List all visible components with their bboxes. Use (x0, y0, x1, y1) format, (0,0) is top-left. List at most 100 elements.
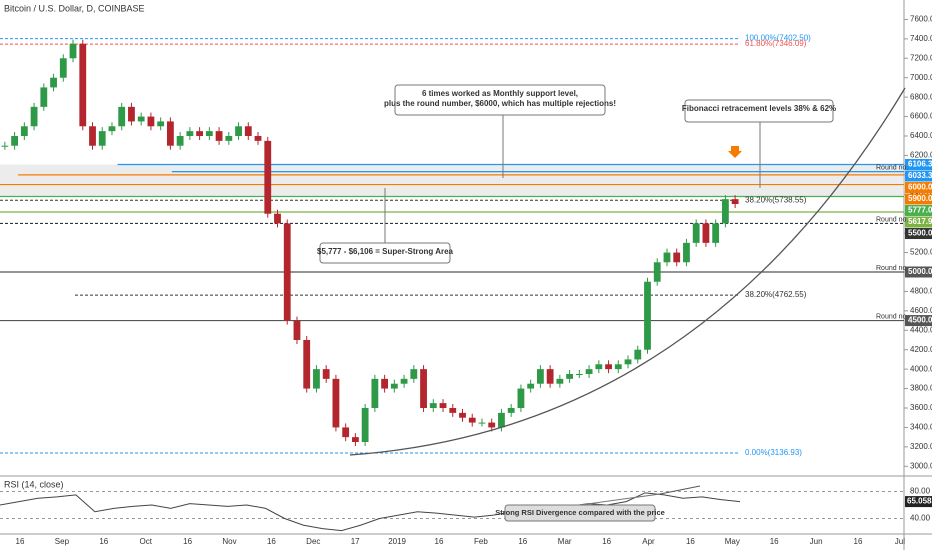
fib-label: 100.00%(7402.50) (745, 34, 811, 43)
y-tick-label: 4400.00 (910, 325, 932, 334)
y-tick-label: 6800.00 (910, 92, 932, 101)
candle-body (663, 252, 671, 263)
candle-body (478, 422, 486, 424)
candle-body (653, 262, 661, 282)
candle-body (196, 131, 204, 136)
candle-body (429, 403, 437, 408)
candle-body (166, 121, 174, 146)
x-tick-label: 16 (16, 537, 25, 546)
y-tick-label: 6200.00 (910, 151, 932, 160)
candle-body (351, 437, 359, 442)
candle-body (507, 408, 515, 413)
x-tick-label: May (725, 537, 740, 546)
callout-text: Strong RSI Divergence compared with the … (495, 508, 665, 517)
y-tick-label: 7200.00 (910, 53, 932, 62)
candle-body (69, 43, 77, 59)
candle-body (254, 136, 262, 141)
candle-body (390, 383, 398, 389)
candle-body (40, 87, 48, 107)
fib-label: 38.20%(5738.55) (745, 195, 807, 204)
x-tick-label: 17 (351, 537, 360, 546)
level-price-label: 4500.00 (908, 316, 932, 325)
round-number-note: Round no. (876, 313, 908, 320)
candle-body (566, 374, 574, 379)
callout-pointer (579, 493, 661, 506)
candle-body (20, 126, 28, 136)
candle-body (98, 131, 106, 146)
x-tick-label: 16 (183, 537, 192, 546)
candle-body (293, 320, 301, 340)
x-tick-label: Nov (222, 537, 236, 546)
candle-body (371, 378, 379, 408)
candle-body (381, 378, 389, 389)
arrow-marker (728, 146, 742, 158)
candle-body (244, 126, 252, 136)
round-number-note: Round no. (876, 265, 908, 272)
y-tick-label: 3600.00 (910, 403, 932, 412)
y-tick-label: 4800.00 (910, 287, 932, 296)
y-tick-label: 4600.00 (910, 306, 932, 315)
candle-body (342, 427, 350, 438)
candle-body (410, 369, 418, 379)
candle-body (118, 106, 126, 127)
candle-body (235, 126, 242, 136)
candle-body (624, 359, 632, 365)
rsi-value-box (905, 496, 932, 508)
y-tick-label: 6600.00 (910, 112, 932, 121)
rsi-line (0, 492, 741, 532)
level-price-box (905, 315, 932, 327)
candle-body (605, 364, 612, 370)
candle-body (108, 126, 116, 132)
level-price-label: 5900.00 (908, 194, 932, 203)
candle-body (546, 369, 554, 384)
trend-curve (349, 87, 906, 456)
candle-body (89, 126, 96, 146)
candle-body (527, 383, 535, 389)
round-number-note: Round no. (876, 216, 908, 223)
callout-box (504, 504, 656, 522)
x-tick-label: Sep (55, 537, 70, 546)
candle-body (147, 116, 155, 127)
candle-body (614, 364, 622, 370)
candle-body (59, 58, 67, 78)
y-tick-label: 3800.00 (910, 384, 932, 393)
callout-text: plus the round number, $6000, which has … (384, 99, 616, 108)
level-price-label: 5000.00 (908, 267, 932, 276)
candle-body (449, 408, 457, 413)
level-price-box (905, 216, 932, 228)
level-price-box (905, 182, 932, 194)
y-tick-label: 3400.00 (910, 423, 932, 432)
candle-body (634, 349, 642, 360)
candle-body (313, 369, 320, 389)
round-number-note: Round no. (876, 164, 908, 171)
candle-body (215, 131, 223, 141)
rsi-tick-label: 80.00 (910, 487, 931, 496)
candle-body (128, 106, 135, 122)
candle-body (303, 340, 311, 389)
candle-body (157, 121, 165, 127)
candle-body (11, 136, 19, 146)
x-tick-label: Dec (306, 537, 320, 546)
candle-body (400, 378, 408, 384)
level-price-label: 5500.00 (908, 229, 932, 238)
rsi-tick-label: 40.00 (910, 514, 931, 523)
level-price-label: 6106.37 (908, 160, 932, 169)
level-price-label: 6000.00 (908, 183, 932, 192)
y-tick-label: 4200.00 (910, 345, 932, 354)
x-tick-label: Oct (139, 537, 152, 546)
candle-body (721, 199, 729, 224)
level-price-box (905, 193, 932, 205)
candle-body (712, 223, 720, 243)
candle-body (420, 369, 427, 408)
x-tick-label: Apr (642, 537, 655, 546)
fib-label: 38.20%(4762.55) (745, 290, 807, 299)
candle-body (361, 408, 369, 442)
callout-box (684, 99, 834, 123)
candle-body (137, 116, 145, 122)
x-tick-label: 16 (435, 537, 444, 546)
candle-body (644, 281, 651, 350)
x-tick-label: Mar (558, 537, 572, 546)
callout-text: $5,777 - $6,106 = Super-Strong Area (317, 247, 454, 256)
